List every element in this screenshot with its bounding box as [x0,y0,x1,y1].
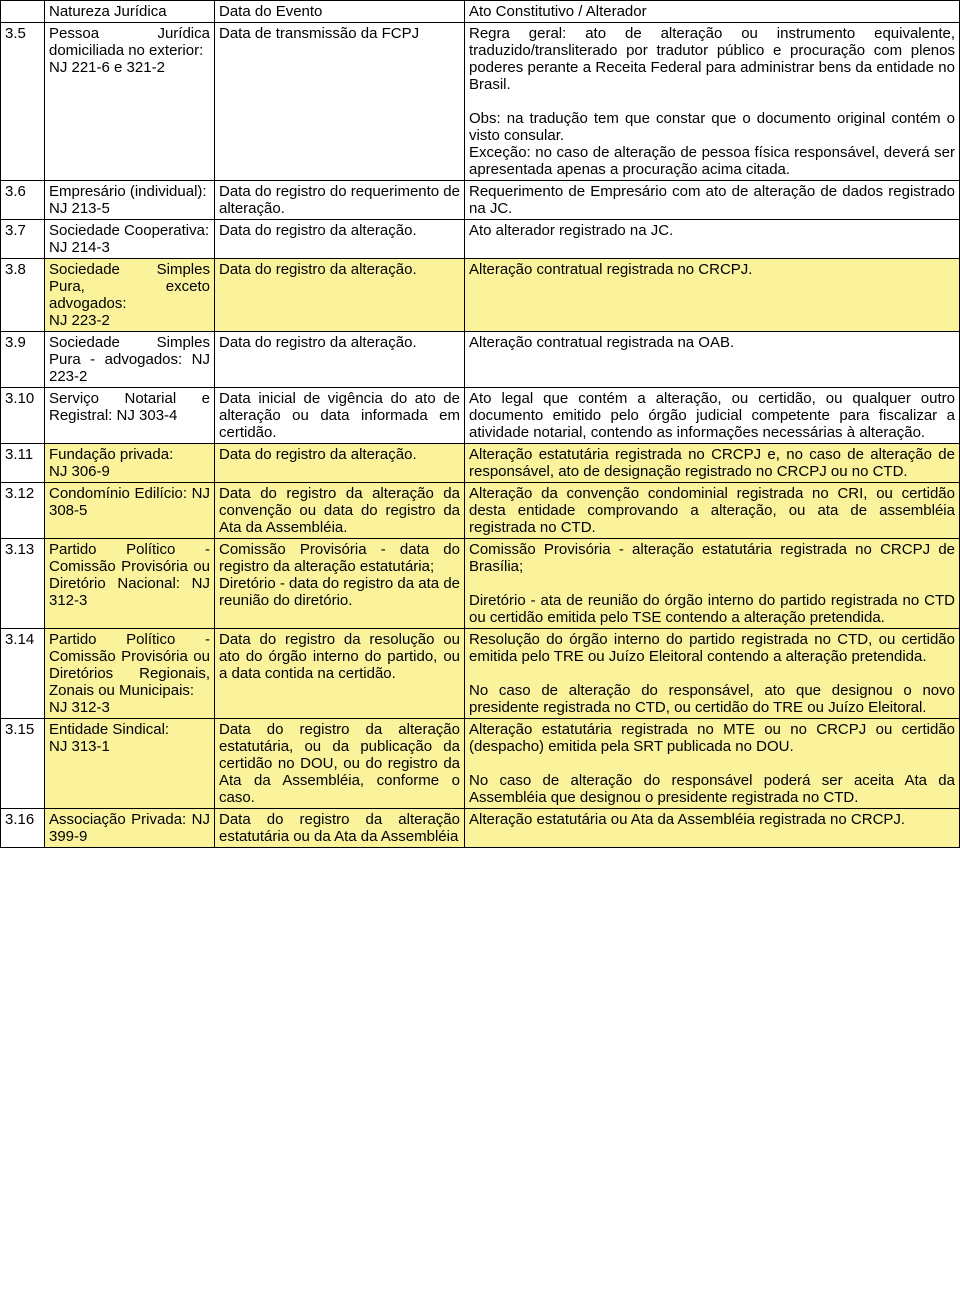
row-evento: Data inicial de vigência do ato de alter… [215,388,465,444]
row-number: 3.12 [1,483,45,539]
header-blank [1,1,45,23]
header-ato: Ato Constitutivo / Alterador [465,1,960,23]
row-evento: Data do registro do requerimento de alte… [215,181,465,220]
row-natureza: Entidade Sindical:NJ 313-1 [45,719,215,809]
table-row: 3.8Sociedade Simples Pura, exceto advoga… [1,259,960,332]
row-ato: Ato alterador registrado na JC. [465,220,960,259]
row-natureza: Partido Político - Comissão Provisória o… [45,539,215,629]
row-natureza: Sociedade Cooperativa:NJ 214-3 [45,220,215,259]
table-row: 3.5Pessoa Jurídica domiciliada no exteri… [1,23,960,181]
row-evento: Data do registro da alteração. [215,444,465,483]
row-number: 3.11 [1,444,45,483]
header-evento: Data do Evento [215,1,465,23]
row-ato: Resolução do órgão interno do partido re… [465,629,960,719]
row-natureza: Associação Privada: NJ 399-9 [45,809,215,848]
row-ato: Alteração contratual registrada na OAB. [465,332,960,388]
row-natureza: Fundação privada:NJ 306-9 [45,444,215,483]
table-row: 3.13Partido Político - Comissão Provisór… [1,539,960,629]
row-number: 3.7 [1,220,45,259]
row-natureza: Pessoa Jurídica domiciliada no exterior:… [45,23,215,181]
row-ato: Alteração estatutária ou Ata da Assemblé… [465,809,960,848]
table-row: 3.16Associação Privada: NJ 399-9Data do … [1,809,960,848]
row-number: 3.9 [1,332,45,388]
row-number: 3.14 [1,629,45,719]
row-natureza: Sociedade Simples Pura - advogados: NJ 2… [45,332,215,388]
table-row: 3.6Empresário (individual):NJ 213-5Data … [1,181,960,220]
row-evento: Data do registro da alteração. [215,259,465,332]
row-natureza: Empresário (individual):NJ 213-5 [45,181,215,220]
row-ato: Alteração estatutária registrada no CRCP… [465,444,960,483]
row-ato: Alteração da convenção condominial regis… [465,483,960,539]
table-row: 3.11Fundação privada:NJ 306-9Data do reg… [1,444,960,483]
row-ato: Alteração contratual registrada no CRCPJ… [465,259,960,332]
row-evento: Data do registro da alteração estatutári… [215,719,465,809]
table-row: 3.9Sociedade Simples Pura - advogados: N… [1,332,960,388]
row-evento: Data do registro da alteração estatutári… [215,809,465,848]
row-ato: Regra geral: ato de alteração ou instrum… [465,23,960,181]
table-row: 3.10Serviço Notarial e Registral: NJ 303… [1,388,960,444]
row-ato: Comissão Provisória - alteração estatutá… [465,539,960,629]
header-row: Natureza Jurídica Data do Evento Ato Con… [1,1,960,23]
row-ato: Requerimento de Empresário com ato de al… [465,181,960,220]
row-evento: Data do registro da resolução ou ato do … [215,629,465,719]
row-natureza: Partido Político - Comissão Provisória o… [45,629,215,719]
row-evento: Data do registro da alteração. [215,220,465,259]
row-evento: Data do registro da alteração. [215,332,465,388]
row-ato: Ato legal que contém a alteração, ou cer… [465,388,960,444]
row-natureza: Condomínio Edilício: NJ 308-5 [45,483,215,539]
table-row: 3.15Entidade Sindical:NJ 313-1Data do re… [1,719,960,809]
row-number: 3.5 [1,23,45,181]
table-row: 3.7Sociedade Cooperativa:NJ 214-3Data do… [1,220,960,259]
header-natureza: Natureza Jurídica [45,1,215,23]
row-evento: Data do registro da alteração da convenç… [215,483,465,539]
table-row: 3.12Condomínio Edilício: NJ 308-5Data do… [1,483,960,539]
row-number: 3.16 [1,809,45,848]
table-row: 3.14Partido Político - Comissão Provisór… [1,629,960,719]
legal-table: Natureza Jurídica Data do Evento Ato Con… [0,0,960,848]
row-number: 3.8 [1,259,45,332]
row-number: 3.6 [1,181,45,220]
row-natureza: Serviço Notarial e Registral: NJ 303-4 [45,388,215,444]
row-number: 3.13 [1,539,45,629]
row-evento: Comissão Provisória - data do registro d… [215,539,465,629]
row-ato: Alteração estatutária registrada no MTE … [465,719,960,809]
row-number: 3.10 [1,388,45,444]
row-natureza: Sociedade Simples Pura, exceto advogados… [45,259,215,332]
row-number: 3.15 [1,719,45,809]
row-evento: Data de transmissão da FCPJ [215,23,465,181]
